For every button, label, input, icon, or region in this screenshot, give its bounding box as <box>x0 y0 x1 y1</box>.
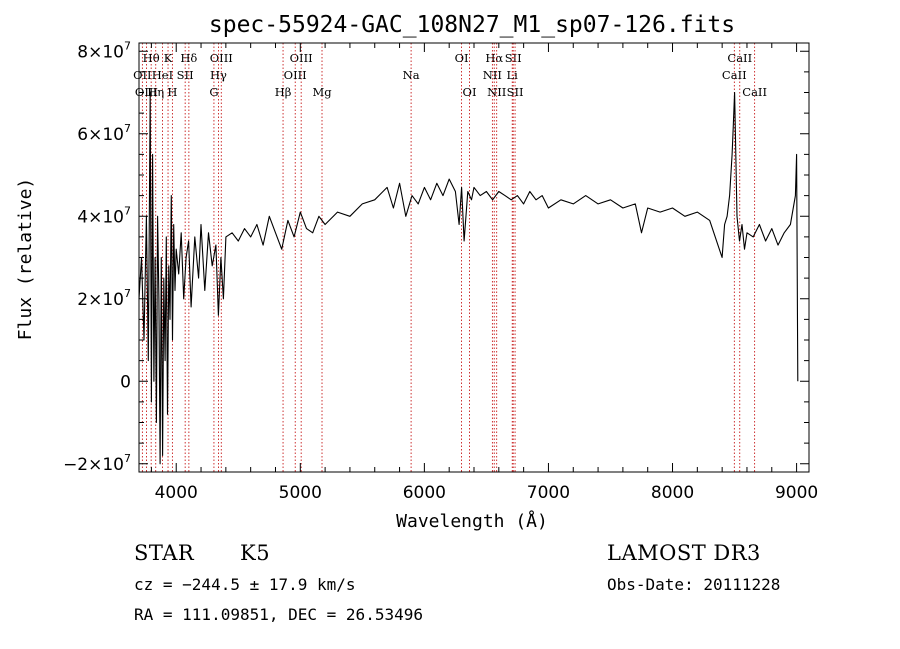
plot-frame <box>138 42 810 473</box>
x-axis-ticks: 4000 5000 6000 7000 8000 9000 <box>150 43 818 503</box>
line-marker-label: OI <box>455 51 469 65</box>
x-tick-label: 9000 <box>775 483 818 503</box>
line-marker-label: Hη <box>147 85 164 99</box>
x-tick-label: 7000 <box>527 483 570 503</box>
line-marker-label: Hα <box>485 51 503 65</box>
line-marker-label: G <box>209 85 218 99</box>
line-marker-label: H <box>167 85 177 99</box>
line-marker-label: Hδ <box>180 51 197 65</box>
object-type: STAR <box>134 541 195 565</box>
y-axis-ticks: −2×107 0 2×107 4×107 6×107 8×107 <box>63 39 809 475</box>
line-marker-label: Hθ <box>143 51 160 65</box>
line-marker-label: Mg <box>312 85 332 99</box>
line-marker-label: SII <box>177 68 194 82</box>
x-tick-label: 5000 <box>279 483 322 503</box>
x-tick-label: 8000 <box>651 483 694 503</box>
x-tick-label: 4000 <box>155 483 198 503</box>
x-axis-label: Wavelength (Å) <box>396 510 548 532</box>
y-axis-label: Flux (relative) <box>15 178 36 341</box>
y-tick-label: 4×107 <box>77 204 131 227</box>
redshift-velocity: cz = −244.5 ± 17.9 km/s <box>134 575 356 594</box>
coordinates: RA = 111.09851, DEC = 26.53496 <box>134 605 423 624</box>
line-marker-label: K <box>164 51 173 65</box>
y-tick-label: −2×107 <box>63 452 131 475</box>
y-tick-label: 8×107 <box>77 39 131 62</box>
line-marker-label: OIII <box>284 68 307 82</box>
line-marker-label: CaII <box>722 68 747 82</box>
line-marker-label: SII <box>505 51 522 65</box>
line-marker-label: NII <box>483 68 502 82</box>
line-marker-label: CaII <box>727 51 752 65</box>
y-tick-label: 0 <box>120 372 131 392</box>
line-marker-label: OIII <box>135 85 158 99</box>
line-marker-label: CaII <box>742 85 767 99</box>
chart-title: spec-55924-GAC_108N27_M1_sp07-126.fits <box>209 12 735 38</box>
line-marker-label: Hγ <box>210 68 227 82</box>
spectrum-line <box>138 91 799 465</box>
x-tick-label: 6000 <box>403 483 446 503</box>
line-marker-label: Li <box>507 68 519 82</box>
line-marker-label: OI <box>463 85 477 99</box>
y-tick-label: 6×107 <box>77 122 131 145</box>
observation-date: Obs-Date: 20111228 <box>607 575 781 594</box>
y-tick-label: 2×107 <box>77 287 131 310</box>
object-subclass: K5 <box>240 541 271 565</box>
line-marker-label: Na <box>403 68 420 82</box>
line-marker-label: OII <box>133 68 152 82</box>
line-marker-label: OIII <box>210 51 233 65</box>
line-marker-label: HeI <box>152 68 173 82</box>
survey-name: LAMOST DR3 <box>607 541 761 565</box>
line-marker-label: Hβ <box>275 85 292 99</box>
line-marker-label: NII <box>487 85 506 99</box>
line-marker-label: OIII <box>290 51 313 65</box>
line-marker-label: SII <box>507 85 524 99</box>
line-markers: Hθ OII OIII K HeI Hη H Hδ SII OIII Hγ G Hβ OIII OIII Mg… <box>133 43 767 472</box>
